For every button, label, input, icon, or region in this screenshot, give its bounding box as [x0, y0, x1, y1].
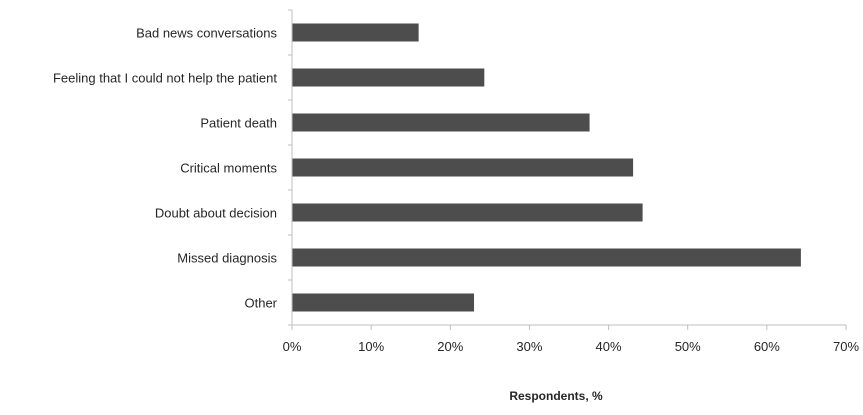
bar — [292, 248, 801, 267]
category-label: Bad news conversations — [136, 26, 277, 41]
category-label: Other — [244, 296, 277, 311]
bar — [292, 23, 419, 42]
x-tick-label: 20% — [437, 339, 463, 354]
x-tick-label: 60% — [754, 339, 780, 354]
category-labels-layer: Bad news conversations Feeling that I cou… — [53, 26, 278, 311]
x-ticks-layer: 0% 10% 20% 30% 40% 50% 60% 70% — [283, 325, 859, 354]
category-label: Patient death — [200, 116, 277, 131]
x-tick-label: 30% — [516, 339, 542, 354]
category-label: Feeling that I could not help the patien… — [53, 71, 277, 86]
category-label: Missed diagnosis — [177, 251, 277, 266]
x-tick-label: 50% — [675, 339, 701, 354]
x-tick-label: 10% — [358, 339, 384, 354]
bar — [292, 68, 485, 87]
bars-layer — [292, 23, 801, 312]
x-axis-title: Respondents, % — [509, 389, 603, 403]
bar — [292, 158, 634, 177]
axes-layer — [288, 9, 846, 326]
category-label: Critical moments — [180, 161, 277, 176]
x-tick-label: 0% — [283, 339, 302, 354]
x-tick-label: 40% — [596, 339, 622, 354]
category-label: Doubt about decision — [155, 206, 277, 221]
bar — [292, 113, 590, 132]
x-tick-label: 70% — [833, 339, 859, 354]
bar — [292, 293, 475, 312]
bar — [292, 203, 643, 222]
